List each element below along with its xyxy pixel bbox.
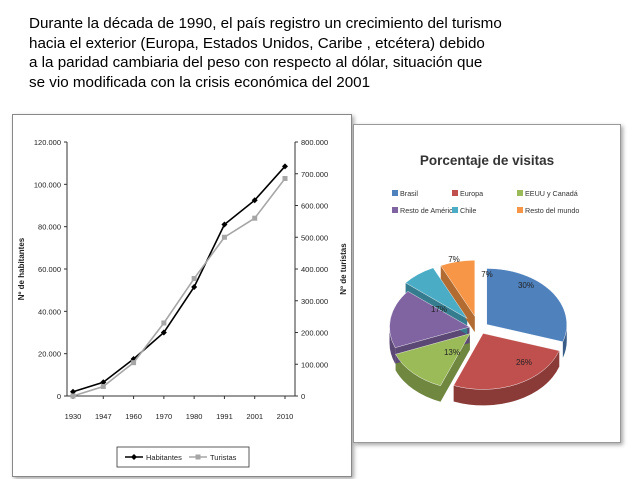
right-axis-tick-label: 500.000 — [301, 233, 328, 242]
pie-slice — [486, 268, 567, 343]
pie-slice-edge — [440, 333, 470, 402]
legend-swatch — [517, 207, 523, 213]
right-axis-tick-label: 0 — [301, 392, 305, 401]
legend-label: Resto del mundo — [525, 206, 579, 215]
left-axis-tick-label: 100.000 — [34, 180, 61, 189]
legend-marker — [131, 454, 137, 460]
data-point-habitantes — [100, 379, 107, 386]
x-axis-tick-label: 1991 — [216, 412, 233, 421]
data-point-turistas — [100, 383, 106, 389]
pie-slice-label: 26% — [516, 358, 532, 367]
pie-slice-label: 30% — [518, 281, 534, 290]
legend-swatch — [392, 207, 398, 213]
data-point-turistas — [70, 393, 76, 399]
right-axis-tick-label: 400.000 — [301, 265, 328, 274]
right-axis-tick-label: 700.000 — [301, 170, 328, 179]
legend-label: Turistas — [210, 453, 237, 462]
intro-line-3: a la paridad cambiaria del peso con resp… — [29, 54, 483, 72]
legend-label: EEUU y Canadá — [525, 189, 578, 198]
left-axis-tick-label: 20.000 — [38, 350, 61, 359]
legend-box — [116, 446, 250, 468]
data-point-turistas — [252, 215, 258, 221]
data-point-turistas — [221, 234, 227, 240]
pie-title: Porcentaje de visitas — [420, 153, 554, 168]
left-axis-tick-label: 60.000 — [38, 265, 61, 274]
pie-slice-label: 7% — [448, 255, 460, 264]
data-point-turistas — [161, 320, 167, 326]
pie-chart-panel: Porcentaje de visitas Brasil Europa EEUU y … — [353, 124, 621, 443]
data-point-turistas — [191, 276, 197, 282]
x-axis-tick-label: 2010 — [277, 412, 294, 421]
intro-line-4: se vio modificada con la crisis económic… — [29, 73, 371, 91]
pie-slice-side — [395, 354, 441, 402]
intro-line-2: hacia el exterior (Europa, Estados Unido… — [29, 34, 485, 52]
pie-slice — [395, 333, 471, 386]
pie-slice-side — [562, 324, 567, 358]
x-axis-tick-label: 1980 — [186, 412, 203, 421]
pie-slice-label: 7% — [481, 270, 493, 279]
pie-slice-label: 13% — [444, 348, 460, 357]
left-axis-label: Nº de habitantes — [17, 237, 26, 300]
left-axis-tick-label: 40.000 — [38, 307, 61, 316]
x-axis-tick-label: 1930 — [65, 412, 82, 421]
left-axis-tick-label: 0 — [57, 392, 61, 401]
left-axis-tick-label: 120.000 — [34, 138, 61, 147]
data-point-habitantes — [221, 221, 228, 228]
intro-text: Durante la década de 1990, el país regis… — [29, 14, 609, 92]
pie-slice-side — [453, 350, 560, 406]
pie-slice — [440, 260, 476, 317]
legend-swatch — [392, 190, 398, 196]
legend-label: Chile — [460, 206, 476, 215]
right-axis-tick-label: 600.000 — [301, 202, 328, 211]
legend-label: Habitantes — [146, 453, 182, 462]
x-axis-tick-label: 1960 — [125, 412, 142, 421]
legend-label: Resto de América — [400, 206, 457, 215]
right-axis-tick-label: 200.000 — [301, 329, 328, 338]
right-axis-tick-label: 100.000 — [301, 360, 328, 369]
line-chart-panel: 120.000 100.000 80.000 60.000 40.000 20.000 0 8… — [12, 114, 352, 477]
pie-slice-edge — [440, 265, 475, 333]
legend-swatch — [517, 190, 523, 196]
legend-swatch — [452, 207, 458, 213]
right-axis-label: Nº de turistas — [339, 243, 348, 295]
legend-label: Europa — [460, 189, 483, 198]
data-point-habitantes — [160, 329, 167, 336]
legend-swatch — [452, 190, 458, 196]
x-axis-tick-label: 1970 — [156, 412, 173, 421]
x-axis-tick-label: 1947 — [95, 412, 112, 421]
series-line-habitantes — [72, 165, 286, 393]
pie-slice-side — [389, 327, 396, 364]
legend-marker — [195, 454, 201, 460]
data-point-habitantes — [70, 388, 76, 395]
legend-label: Brasil — [400, 189, 418, 198]
line-chart: 120.000 100.000 80.000 60.000 40.000 20.000 0 8… — [17, 138, 348, 468]
data-point-habitantes — [282, 163, 288, 170]
pie-chart: Porcentaje de visitas Brasil Europa EEUU y … — [389, 153, 579, 406]
left-axis-tick-label: 80.000 — [38, 223, 61, 232]
data-point-habitantes — [191, 283, 198, 290]
x-axis-tick-label: 2001 — [246, 412, 263, 421]
data-point-turistas — [131, 360, 137, 366]
series-line-turistas — [72, 178, 286, 397]
pie-slice — [453, 333, 560, 390]
pie-slice — [389, 291, 471, 348]
data-point-turistas — [282, 176, 288, 182]
data-point-habitantes — [251, 197, 258, 204]
right-axis-tick-label: 300.000 — [301, 297, 328, 306]
pie-slice — [405, 267, 468, 319]
right-axis-tick-label: 800.000 — [301, 138, 328, 147]
intro-line-1: Durante la década de 1990, el país regis… — [29, 15, 502, 32]
pie-slice-label: 17% — [431, 305, 447, 314]
